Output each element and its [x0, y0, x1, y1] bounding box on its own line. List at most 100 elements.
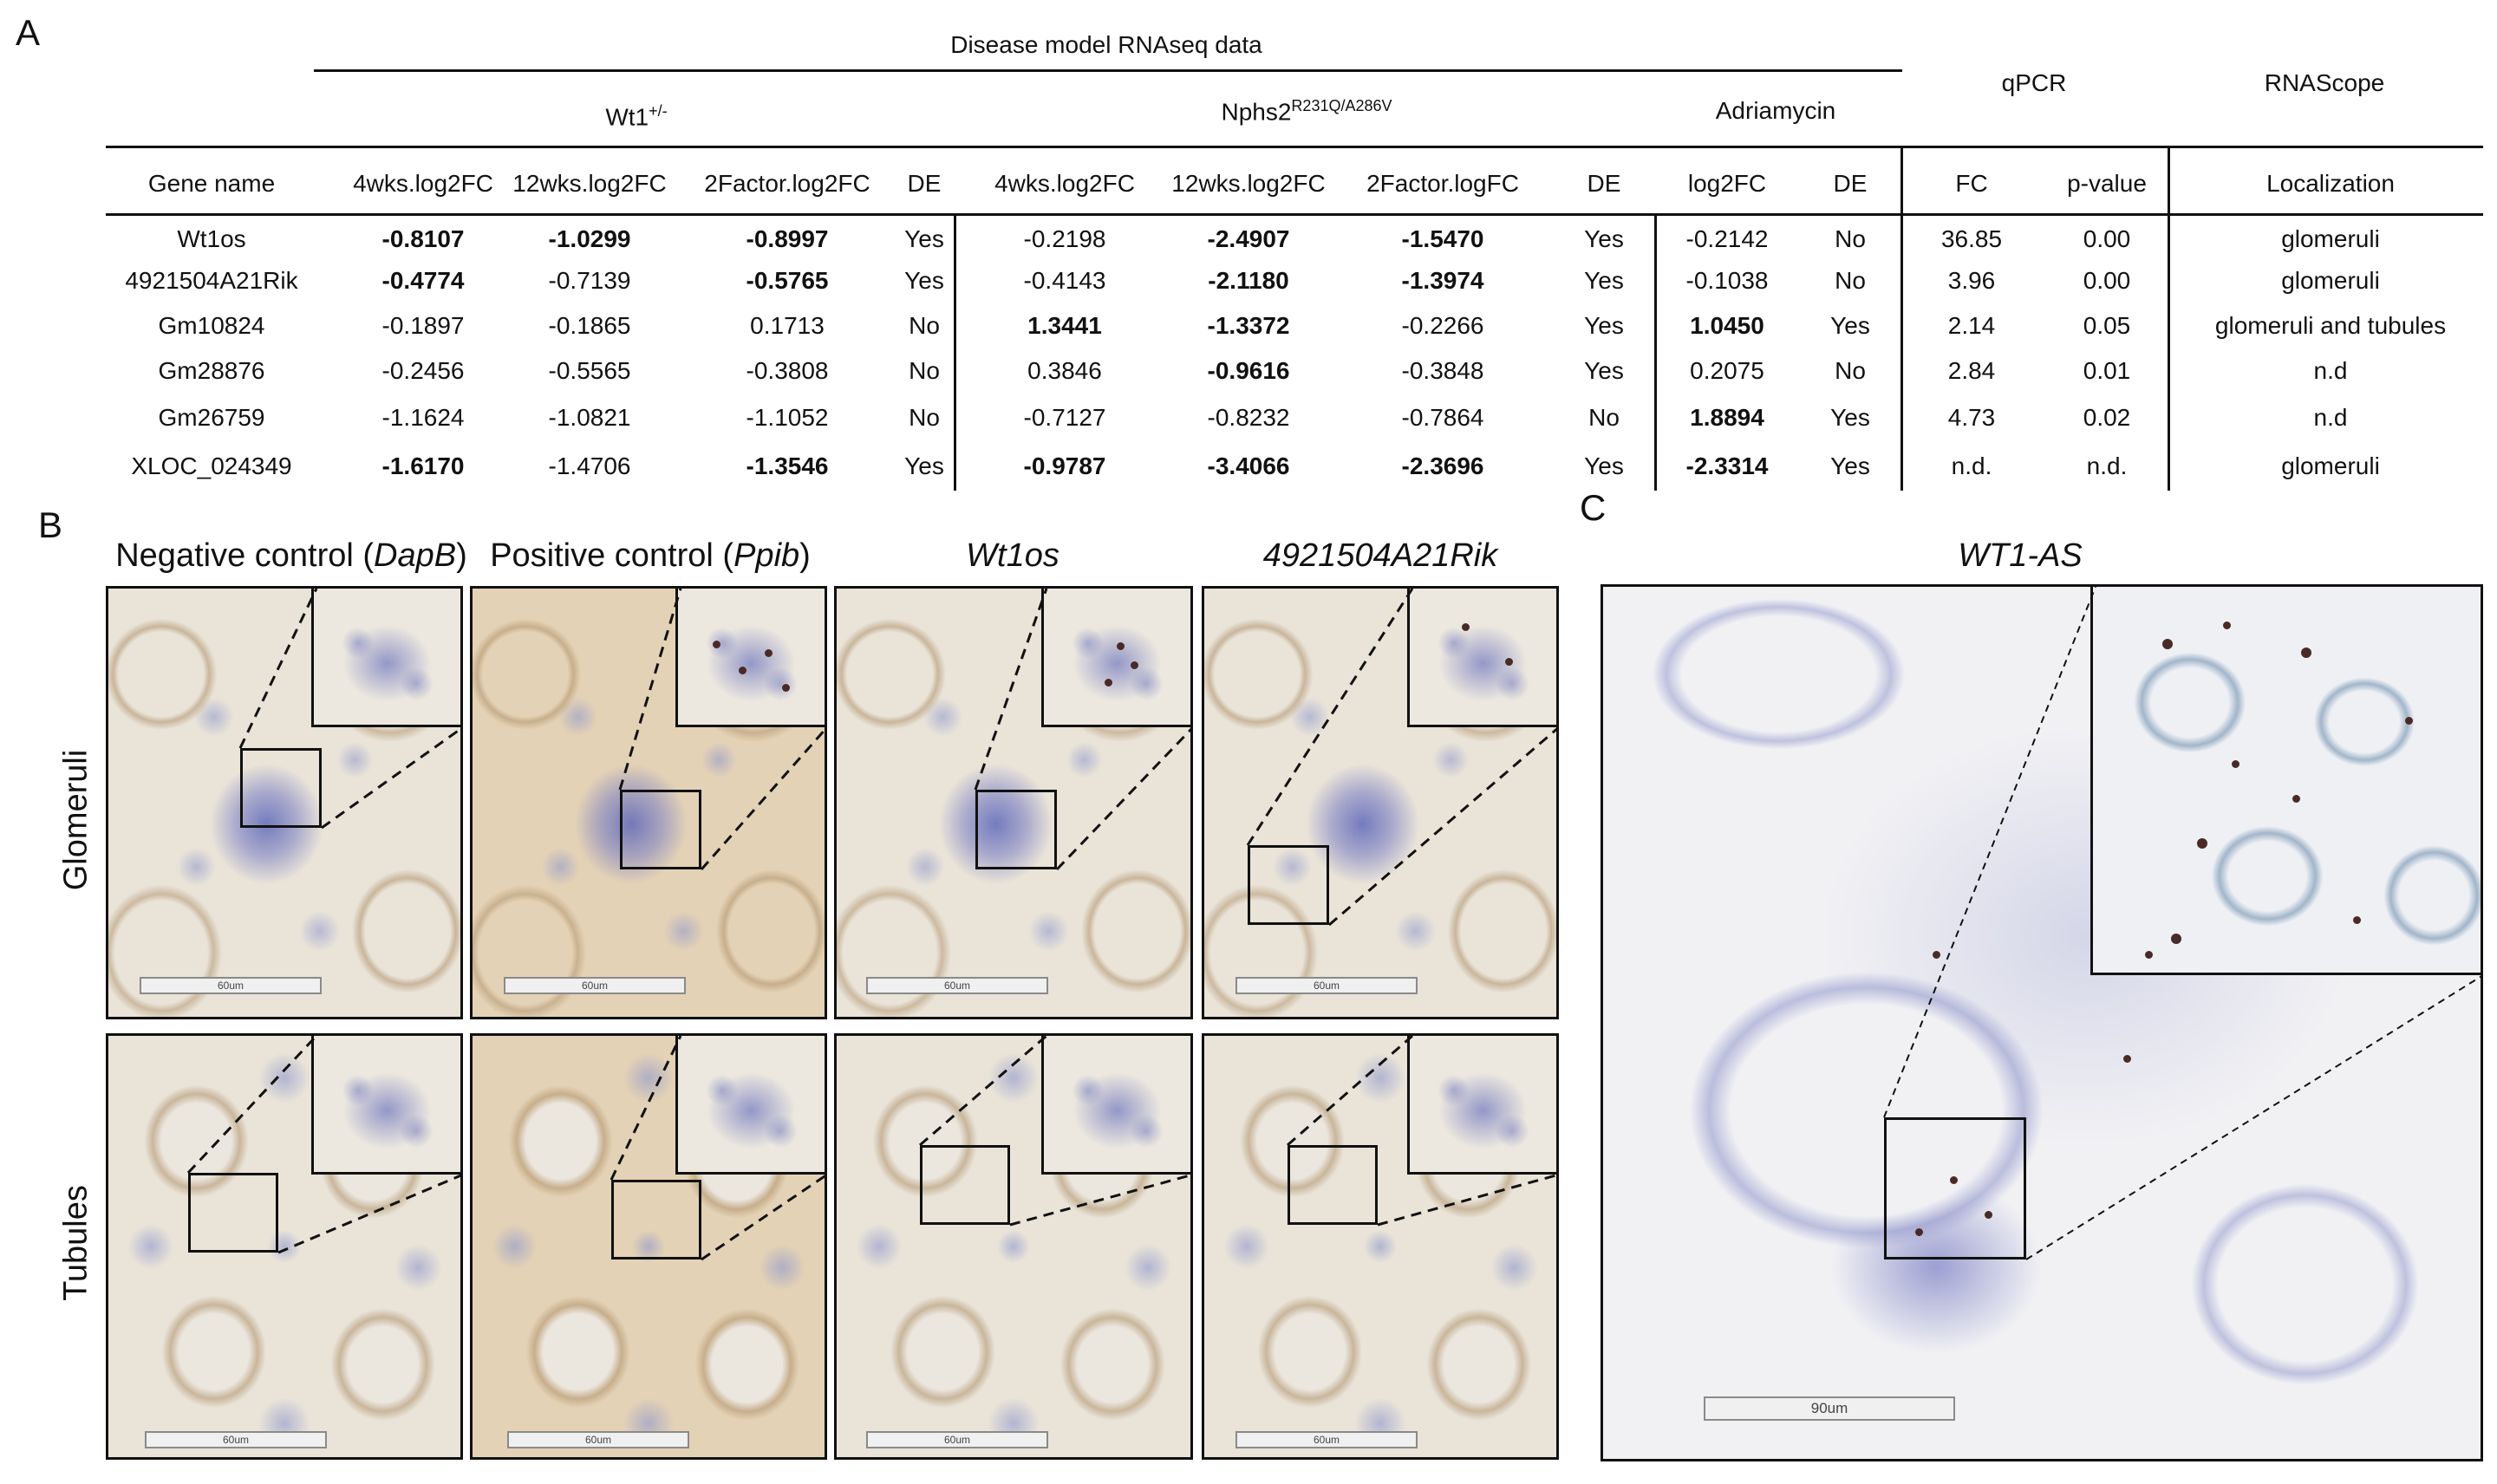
- column-header: 4wks.log2FC: [994, 170, 1135, 197]
- scale-bar: 60um: [145, 1431, 327, 1448]
- row-label-tubules: Tubules: [57, 1185, 95, 1301]
- table-cell: 0.00: [2083, 225, 2131, 252]
- col-title-wt1os: Wt1os: [966, 537, 1059, 574]
- table-cell: -0.8107: [381, 225, 465, 252]
- table-cell: -0.8997: [746, 225, 829, 252]
- table-cell: -1.1052: [746, 404, 829, 431]
- model-adriamycin: Adriamycin: [1715, 97, 1836, 124]
- zoom-inset: [1407, 589, 1556, 727]
- table-cell: n.d: [2313, 404, 2348, 431]
- table-cell: -0.5765: [746, 267, 829, 294]
- table-cell: -0.5565: [548, 357, 631, 384]
- column-header: 2Factor.log2FC: [704, 170, 870, 197]
- zoom-inset: [1407, 1036, 1556, 1175]
- header-qpcr: qPCR: [2001, 69, 2067, 96]
- micrograph-pos-control-tubules: 60um: [470, 1033, 827, 1460]
- micrograph-neg-control-tubules: 60um: [106, 1033, 463, 1460]
- scale-bar: 60um: [866, 1431, 1048, 1448]
- micrograph-4921504a21rik-glomeruli: 60um: [1202, 586, 1559, 1019]
- table-cell: Yes: [904, 225, 944, 252]
- zoom-inset: [675, 589, 825, 727]
- column-header: FC: [1955, 170, 1988, 197]
- table-cell: -0.9616: [1207, 357, 1290, 384]
- table-cell: Yes: [1584, 357, 1624, 384]
- table-cell: -2.4907: [1207, 225, 1290, 252]
- table-cell: No: [1835, 267, 1866, 294]
- zoom-region-box: [975, 790, 1057, 869]
- micrograph-pos-control-glomeruli: 60um: [470, 586, 827, 1019]
- table-cell: n.d.: [2086, 452, 2128, 479]
- table-cell: 0.2075: [1690, 357, 1764, 384]
- scale-bar: 60um: [504, 977, 686, 994]
- scale-bar: 60um: [1235, 1431, 1418, 1448]
- table-cell: n.d: [2313, 357, 2348, 384]
- table-cell: -0.1897: [381, 312, 465, 339]
- zoom-region-box: [1884, 1117, 2026, 1259]
- zoom-inset: [1041, 589, 1190, 727]
- table-cell: 0.3846: [1027, 357, 1102, 384]
- table-cell: Yes: [1584, 452, 1624, 479]
- table-cell: Yes: [1830, 452, 1870, 479]
- micrograph-wt1os-tubules: 60um: [834, 1033, 1193, 1460]
- model-nphs2: Nphs2R231Q/A286V: [1221, 97, 1392, 126]
- table-cell: -1.3974: [1401, 267, 1484, 294]
- table-cell: -1.6170: [381, 452, 465, 479]
- table-cell: 4921504A21Rik: [125, 267, 298, 294]
- zoom-inset: [2090, 587, 2481, 975]
- table-cell: 3.96: [1947, 267, 1996, 294]
- zoom-guide-lines: [1246, 589, 1556, 927]
- panel-label-b: B: [38, 504, 63, 545]
- table-cell: -0.2198: [1023, 225, 1106, 252]
- table-cell: -0.8232: [1207, 404, 1290, 431]
- zoom-inset: [675, 1036, 825, 1175]
- zoom-region-box: [1248, 845, 1329, 925]
- table-cell: -0.7864: [1401, 404, 1484, 431]
- table-cell: -1.3546: [746, 452, 829, 479]
- table-cell: XLOC_024349: [131, 452, 292, 479]
- micrograph-neg-control-glomeruli: 60um: [106, 586, 463, 1019]
- table-cell: 4.73: [1947, 404, 1996, 431]
- table-cell: Yes: [1584, 267, 1624, 294]
- col-title-negative-control: Negative control (DapB): [115, 537, 467, 574]
- col-title-wt1-as: WT1-AS: [1958, 537, 2083, 574]
- zoom-region-box: [1288, 1145, 1378, 1225]
- table-cell: -1.0299: [548, 225, 631, 252]
- table-cell: Gm26759: [158, 404, 265, 431]
- table-cell: -2.1180: [1208, 267, 1289, 294]
- table-cell: -0.2266: [1401, 312, 1484, 339]
- panel-label-a: A: [16, 12, 41, 53]
- column-header: 12wks.log2FC: [512, 170, 667, 197]
- zoom-guide-lines: [186, 1036, 460, 1254]
- column-header: DE: [1587, 170, 1621, 197]
- table-cell: Gm28876: [158, 357, 265, 384]
- micrograph-wt1os-glomeruli: 60um: [834, 586, 1193, 1019]
- zoom-guide-lines: [610, 1036, 825, 1261]
- table-cell: 0.02: [2083, 404, 2131, 431]
- table-cell: Yes: [1830, 312, 1870, 339]
- divider-rnaseq-qpcr: [1900, 146, 1903, 491]
- table-cell: No: [1835, 357, 1866, 384]
- zoom-region-box: [240, 748, 322, 828]
- table-cell: -0.1865: [548, 312, 631, 339]
- zoom-guide-lines: [1287, 1036, 1556, 1227]
- table-cell: -3.4066: [1207, 452, 1290, 479]
- table-cell: 0.1713: [750, 312, 825, 339]
- col-title-4921504a21rik: 4921504A21Rik: [1262, 537, 1498, 574]
- table-cell: -0.3848: [1401, 357, 1484, 384]
- table-cell: -0.7127: [1023, 404, 1106, 431]
- table-top-rule: [106, 146, 2483, 148]
- table-cell: 0.05: [2083, 312, 2131, 339]
- header-rnascope: RNAScope: [2264, 69, 2385, 96]
- table-cell: -0.9787: [1023, 452, 1106, 479]
- zoom-region-box: [188, 1173, 278, 1253]
- table-cell: Wt1os: [177, 225, 246, 252]
- column-header: DE: [1833, 170, 1868, 197]
- table-cell: 2.84: [1947, 357, 1996, 384]
- column-header: log2FC: [1687, 170, 1767, 197]
- column-header: 4wks.log2FC: [353, 170, 493, 197]
- table-cell: No: [909, 404, 940, 431]
- column-header: Localization: [2266, 170, 2395, 197]
- model-wt1: Wt1+/-: [605, 102, 668, 131]
- scale-bar: 60um: [1235, 977, 1418, 994]
- group-header: Disease model RNAseq data: [950, 31, 1262, 58]
